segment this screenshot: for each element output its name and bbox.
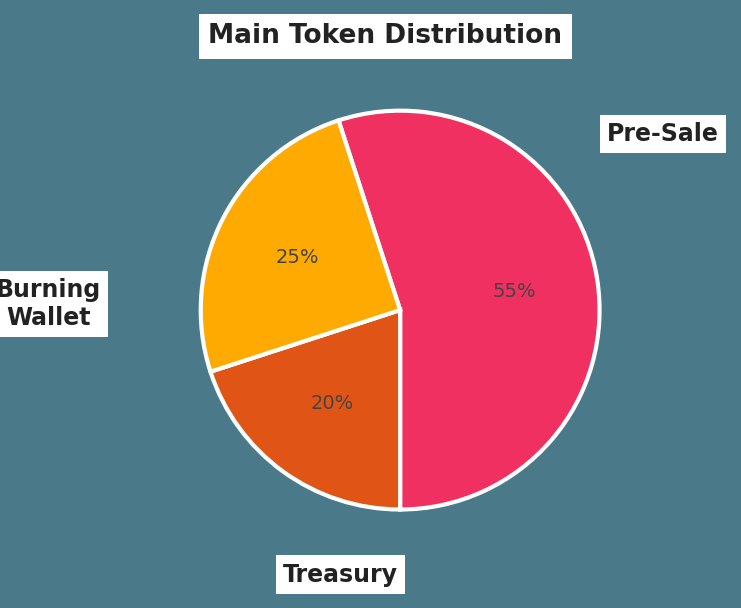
Text: Main Token Distribution: Main Token Distribution: [208, 24, 562, 49]
Text: 20%: 20%: [310, 394, 353, 413]
Wedge shape: [201, 120, 400, 371]
Text: Burning
Wallet: Burning Wallet: [0, 278, 101, 330]
Wedge shape: [210, 310, 400, 510]
Text: 25%: 25%: [276, 248, 319, 267]
Text: Pre-Sale: Pre-Sale: [608, 122, 719, 146]
Wedge shape: [339, 111, 599, 510]
Text: Treasury: Treasury: [283, 562, 399, 587]
Text: 55%: 55%: [493, 283, 536, 302]
